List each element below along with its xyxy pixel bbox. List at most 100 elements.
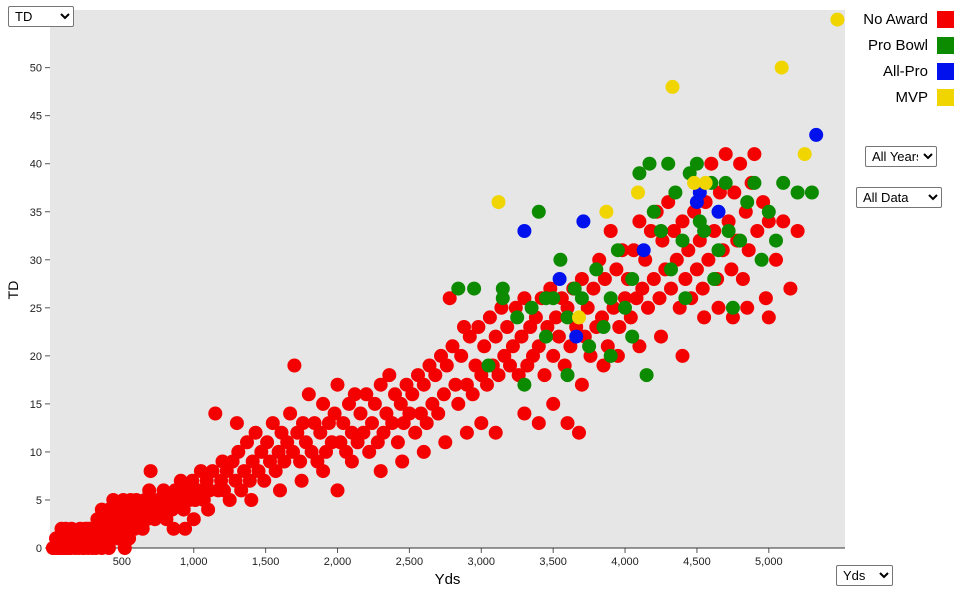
y-axis-select[interactable]: TD: [8, 6, 74, 27]
data-point: [313, 425, 328, 440]
data-point: [94, 541, 109, 555]
data-point: [471, 320, 486, 334]
data-point: [646, 204, 661, 219]
data-point: [393, 396, 408, 411]
data-point: [635, 281, 650, 296]
data-point: [675, 233, 690, 248]
legend-swatch: [937, 88, 954, 106]
x-tick-label: 1,000: [180, 556, 208, 568]
y-tick-label: 20: [30, 351, 42, 363]
data-point: [373, 377, 388, 392]
data-point: [503, 358, 517, 373]
data-point: [402, 406, 417, 421]
x-axis-select[interactable]: Yds: [836, 565, 893, 586]
data-point: [632, 214, 647, 229]
data-point: [448, 377, 463, 392]
data-point: [740, 195, 755, 210]
data-point: [718, 175, 733, 190]
data-point: [758, 291, 773, 306]
data-point: [353, 406, 368, 421]
data-point: [362, 444, 377, 459]
data-point: [724, 262, 739, 277]
data-point: [359, 387, 374, 402]
data-point: [537, 368, 552, 383]
data-point: [517, 224, 532, 238]
data-point: [439, 358, 454, 373]
data-point: [517, 291, 532, 306]
data-point: [597, 272, 612, 286]
data-point: [257, 473, 272, 488]
data-point: [240, 435, 254, 450]
data-point: [385, 416, 400, 431]
legend-label: MVP: [895, 88, 928, 106]
data-point: [467, 281, 482, 296]
data-point: [382, 368, 397, 383]
data-point: [711, 204, 726, 219]
data-point: [754, 252, 769, 267]
data-point: [531, 339, 546, 354]
data-point: [697, 224, 712, 238]
legend-item: Pro Bowl: [868, 34, 954, 56]
x-tick-label: 2,000: [324, 556, 352, 568]
data-point: [408, 425, 423, 440]
data-point: [488, 329, 503, 344]
data-point: [510, 310, 525, 325]
data-point: [260, 435, 275, 450]
data-point: [697, 310, 712, 325]
data-point: [774, 60, 789, 75]
data-point: [405, 387, 420, 402]
data-point: [609, 262, 624, 277]
data-point: [76, 541, 91, 555]
data-point: [652, 291, 667, 306]
data-point: [242, 473, 257, 488]
y-tick-label: 10: [30, 447, 42, 459]
legend-label: No Award: [863, 10, 928, 28]
y-tick-label: 35: [30, 207, 42, 219]
data-point: [491, 368, 506, 383]
data-point: [481, 358, 496, 373]
data-point: [514, 329, 529, 344]
data-point: [517, 406, 532, 421]
data-point: [790, 185, 805, 200]
data-point: [330, 377, 345, 392]
data-point: [301, 387, 316, 402]
data-point: [451, 281, 466, 296]
data-point: [293, 454, 308, 469]
data-point: [599, 204, 614, 219]
data-point: [277, 454, 292, 469]
data-point: [664, 281, 678, 296]
data-point: [636, 243, 651, 258]
y-tick-label: 25: [30, 303, 42, 315]
legend-swatch: [937, 62, 954, 80]
data-point: [761, 310, 776, 325]
data-point: [395, 454, 410, 469]
legend-swatch: [937, 36, 954, 54]
legend-label: All-Pro: [882, 62, 928, 80]
legend-swatch: [937, 10, 954, 28]
data-point: [296, 416, 310, 431]
data-point: [586, 281, 601, 296]
data-point: [229, 416, 244, 431]
y-tick-label: 30: [30, 255, 42, 267]
data-point: [347, 387, 362, 402]
data-point: [603, 224, 618, 238]
data-point: [769, 233, 783, 248]
data-point: [574, 272, 589, 286]
data-point: [445, 339, 460, 354]
data-point: [761, 204, 776, 219]
data-point: [451, 396, 466, 411]
data-filter-select[interactable]: All Data: [856, 187, 942, 208]
y-tick-label: 5: [36, 495, 42, 507]
data-point: [549, 310, 563, 325]
data-point: [572, 425, 586, 440]
data-point: [416, 444, 431, 459]
data-point: [531, 204, 546, 219]
y-tick-label: 50: [30, 63, 42, 75]
data-point: [721, 224, 736, 238]
data-point: [797, 147, 812, 162]
years-filter-select[interactable]: All Years: [865, 146, 937, 167]
data-point: [750, 224, 765, 238]
data-point: [117, 541, 132, 555]
data-point: [727, 185, 742, 200]
